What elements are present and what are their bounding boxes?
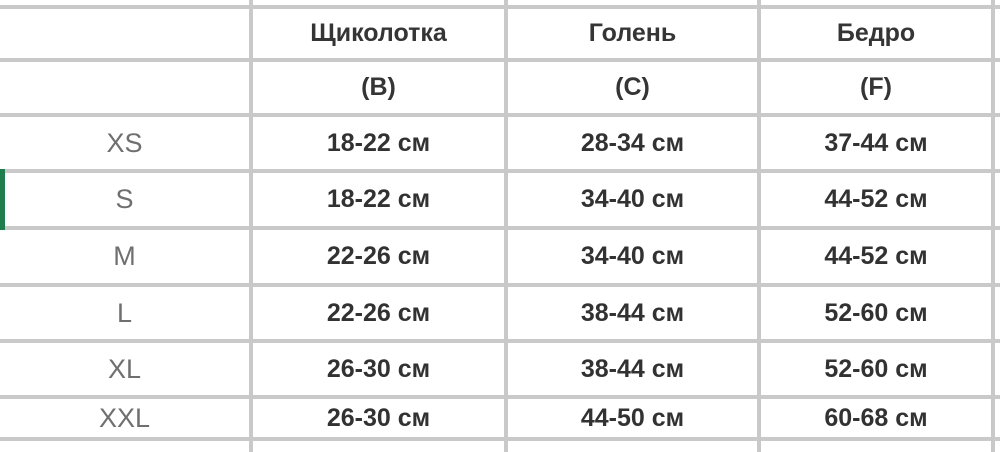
edge-sliver-cell [995, 287, 1000, 339]
cropped-cell [761, 441, 991, 452]
col-code-shin[interactable]: (C) [508, 62, 757, 113]
col-header-ankle[interactable]: Щиколотка [253, 9, 504, 58]
corner-cell[interactable] [0, 9, 249, 58]
col-code-ankle[interactable]: (B) [253, 62, 504, 113]
cell-l-ankle[interactable]: 22-26 см [253, 287, 504, 339]
col-header-shin[interactable]: Голень [508, 9, 757, 58]
cropped-cell [995, 0, 1000, 5]
edge-sliver-cell [995, 343, 1000, 395]
cell-xs-ankle[interactable]: 18-22 см [253, 117, 504, 169]
cell-s-shin[interactable]: 34-40 см [508, 173, 757, 226]
selected-row-marker [0, 169, 5, 230]
edge-sliver-cell [995, 117, 1000, 169]
cropped-cell [253, 0, 504, 5]
cropped-cell [0, 441, 249, 452]
cell-xs-thigh[interactable]: 37-44 см [761, 117, 991, 169]
edge-sliver-cell [995, 62, 1000, 113]
row-label-l[interactable]: L [0, 287, 249, 339]
cropped-cell [508, 441, 757, 452]
edge-sliver-cell [995, 9, 1000, 58]
col-header-thigh[interactable]: Бедро [761, 9, 991, 58]
cell-xxl-thigh[interactable]: 60-68 см [761, 399, 991, 437]
cropped-cell [761, 0, 991, 5]
cell-s-thigh[interactable]: 44-52 см [761, 173, 991, 226]
row-label-s[interactable]: S [0, 173, 249, 226]
edge-sliver-cell [995, 173, 1000, 226]
cell-s-ankle[interactable]: 18-22 см [253, 173, 504, 226]
cell-m-ankle[interactable]: 22-26 см [253, 230, 504, 283]
cell-xl-ankle[interactable]: 26-30 см [253, 343, 504, 395]
cell-xxl-ankle[interactable]: 26-30 см [253, 399, 504, 437]
edge-sliver-cell [995, 399, 1000, 437]
row-label-m[interactable]: M [0, 230, 249, 283]
cropped-cell [0, 0, 249, 5]
row-label-xl[interactable]: XL [0, 343, 249, 395]
cell-xl-thigh[interactable]: 52-60 см [761, 343, 991, 395]
cell-m-shin[interactable]: 34-40 см [508, 230, 757, 283]
cell-m-thigh[interactable]: 44-52 см [761, 230, 991, 283]
cropped-cell [508, 0, 757, 5]
row-label-xxl[interactable]: XXL [0, 399, 249, 437]
cell-xs-shin[interactable]: 28-34 см [508, 117, 757, 169]
cropped-cell [253, 441, 504, 452]
corner-cell[interactable] [0, 62, 249, 113]
edge-sliver-cell [995, 230, 1000, 283]
col-code-thigh[interactable]: (F) [761, 62, 991, 113]
cropped-cell [995, 441, 1000, 452]
row-label-xs[interactable]: XS [0, 117, 249, 169]
cell-l-shin[interactable]: 38-44 см [508, 287, 757, 339]
cell-xxl-shin[interactable]: 44-50 см [508, 399, 757, 437]
cell-l-thigh[interactable]: 52-60 см [761, 287, 991, 339]
cell-xl-shin[interactable]: 38-44 см [508, 343, 757, 395]
